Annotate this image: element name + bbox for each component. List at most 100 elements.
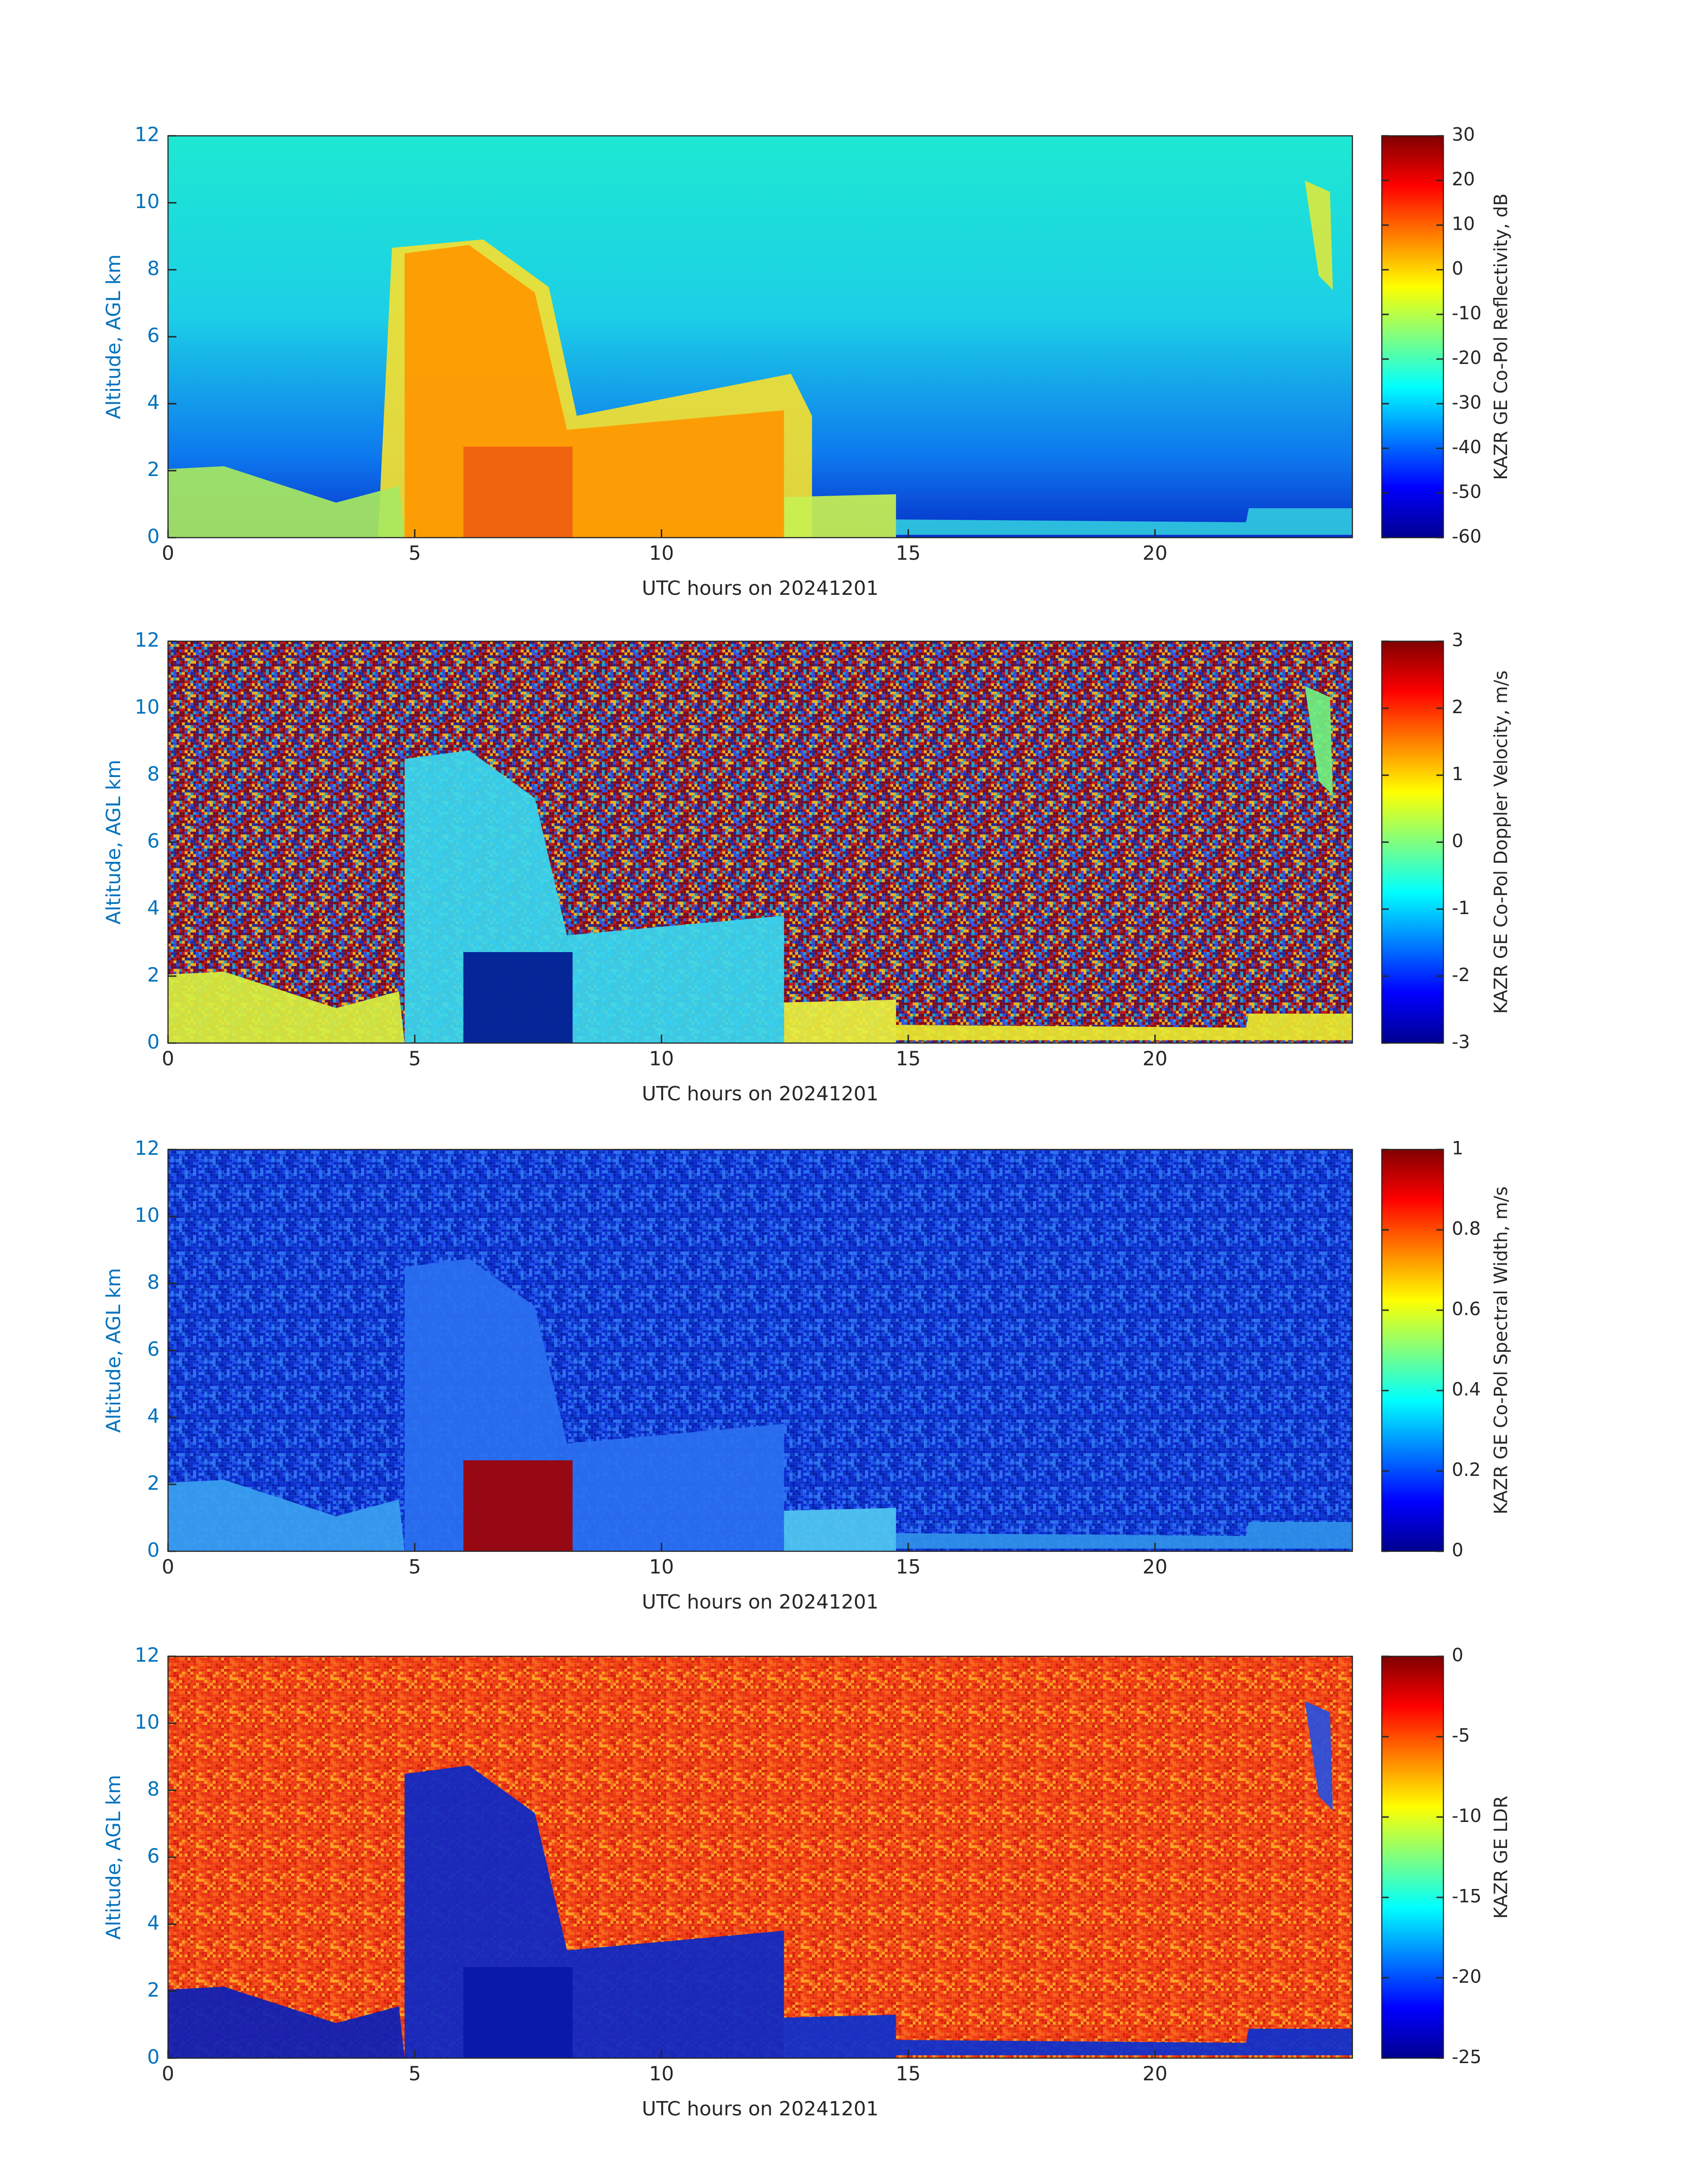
colorbar-tick-label: -2 [1452, 964, 1470, 986]
y-axis-label: Altitude, AGL km [102, 1775, 125, 1939]
echo-region [784, 1508, 896, 1551]
x-tick-label: 10 [649, 542, 674, 565]
echo-region [1305, 1701, 1333, 1810]
y-tick-label: 0 [147, 1031, 159, 1053]
echo-region [463, 447, 573, 538]
colorbar-tick-label: -20 [1452, 1966, 1482, 1987]
colorbar-label: KAZR GE LDR [1490, 1796, 1512, 1919]
echo-region [784, 494, 896, 538]
echo-region [896, 2028, 1353, 2056]
colorbar [1381, 135, 1444, 539]
y-tick-label: 0 [147, 1539, 159, 1562]
colorbar-tick-label: -40 [1452, 436, 1482, 458]
y-tick-label: 6 [147, 324, 159, 347]
x-tick-label: 5 [409, 1555, 421, 1578]
y-tick-label: 8 [147, 257, 159, 280]
x-tick-label: 0 [162, 1047, 174, 1070]
x-tick-label: 10 [649, 1047, 674, 1070]
y-tick-label: 10 [135, 1711, 160, 1734]
colorbar-tick-label: 20 [1452, 168, 1475, 190]
y-tick-label: 2 [147, 458, 159, 481]
echo-region [896, 1013, 1353, 1040]
colorbar-tick-label: -15 [1452, 1885, 1482, 1907]
x-axis-label: UTC hours on 20241201 [642, 1082, 878, 1105]
y-tick-label: 10 [135, 1204, 160, 1227]
x-tick-label: 0 [162, 2062, 174, 2085]
colorbar-tick-label: 10 [1452, 213, 1475, 234]
colorbar-tick-label: -1 [1452, 897, 1470, 919]
echo-region [463, 952, 573, 1043]
x-tick-label: 20 [1143, 2062, 1168, 2085]
echo-region [784, 999, 896, 1043]
y-tick-label: 12 [135, 123, 160, 146]
colorbar-tick-label: 1 [1452, 1137, 1463, 1159]
y-tick-label: 10 [135, 190, 160, 213]
colorbar-tick-label: -10 [1452, 302, 1482, 324]
colorbar-tick-label: -5 [1452, 1725, 1470, 1746]
colorbar-tick-label: -30 [1452, 392, 1482, 413]
colorbar-tick-label: 0 [1452, 1539, 1463, 1561]
x-tick-label: 0 [162, 1555, 174, 1578]
x-tick-label: 5 [409, 542, 421, 565]
echo-region [168, 466, 405, 538]
y-tick-label: 4 [147, 1912, 159, 1935]
colorbar-label: KAZR GE Co-Pol Spectral Width, m/s [1490, 1187, 1512, 1515]
x-tick-label: 5 [409, 2062, 421, 2085]
echo-region [463, 1967, 573, 2058]
x-tick-label: 15 [896, 1047, 921, 1070]
echo-region [896, 1522, 1353, 1549]
y-axis-label: Altitude, AGL km [102, 1268, 125, 1433]
y-tick-label: 12 [135, 629, 160, 652]
echo-region [896, 508, 1353, 535]
x-tick-label: 20 [1143, 1047, 1168, 1070]
y-tick-label: 12 [135, 1137, 160, 1160]
colorbar-label: KAZR GE Co-Pol Reflectivity, dB [1490, 193, 1512, 480]
y-tick-label: 10 [135, 696, 160, 719]
y-tick-label: 8 [147, 763, 159, 786]
y-tick-label: 0 [147, 2046, 159, 2068]
y-tick-label: 2 [147, 1472, 159, 1495]
y-tick-label: 6 [147, 1845, 159, 1868]
colorbar-tick-label: 0.8 [1452, 1218, 1481, 1239]
y-tick-label: 6 [147, 830, 159, 852]
y-tick-label: 12 [135, 1644, 160, 1667]
y-tick-label: 4 [147, 897, 159, 919]
x-axis-label: UTC hours on 20241201 [642, 1591, 878, 1613]
echo-region [168, 1986, 405, 2058]
colorbar-tick-label: 30 [1452, 124, 1475, 145]
y-tick-label: 4 [147, 1405, 159, 1428]
colorbar-tick-label: -10 [1452, 1805, 1482, 1826]
colorbar-tick-label: 0.4 [1452, 1379, 1481, 1400]
y-tick-label: 2 [147, 1979, 159, 2002]
colorbar-tick-label: 0 [1452, 258, 1463, 279]
echo-region [784, 2014, 896, 2058]
colorbar-label: KAZR GE Co-Pol Doppler Velocity, m/s [1490, 670, 1512, 1014]
colorbar-tick-label: -25 [1452, 2046, 1482, 2068]
colorbar-tick-label: 0 [1452, 830, 1463, 852]
colorbar-tick-label: 0.6 [1452, 1298, 1481, 1320]
echo-region [463, 1460, 573, 1551]
x-tick-label: 15 [896, 1555, 921, 1578]
x-tick-label: 15 [896, 542, 921, 565]
colorbar [1381, 640, 1444, 1044]
y-axis-label: Altitude, AGL km [102, 760, 125, 924]
colorbar-tick-label: 0.2 [1452, 1459, 1481, 1480]
y-tick-label: 0 [147, 525, 159, 548]
x-tick-label: 15 [896, 2062, 921, 2085]
x-tick-label: 5 [409, 1047, 421, 1070]
colorbar-tick-label: -60 [1452, 526, 1482, 547]
y-axis-label: Altitude, AGL km [102, 254, 125, 419]
y-tick-label: 8 [147, 1271, 159, 1294]
x-tick-label: 10 [649, 2062, 674, 2085]
colorbar-tick-label: 2 [1452, 696, 1463, 718]
colorbar-tick-label: -50 [1452, 481, 1482, 502]
y-tick-label: 2 [147, 964, 159, 986]
x-tick-label: 0 [162, 542, 174, 565]
x-tick-label: 10 [649, 1555, 674, 1578]
colorbar [1381, 1655, 1444, 2059]
colorbar-tick-label: 3 [1452, 629, 1463, 651]
echo-region [1305, 180, 1333, 290]
echo-region [168, 971, 405, 1043]
